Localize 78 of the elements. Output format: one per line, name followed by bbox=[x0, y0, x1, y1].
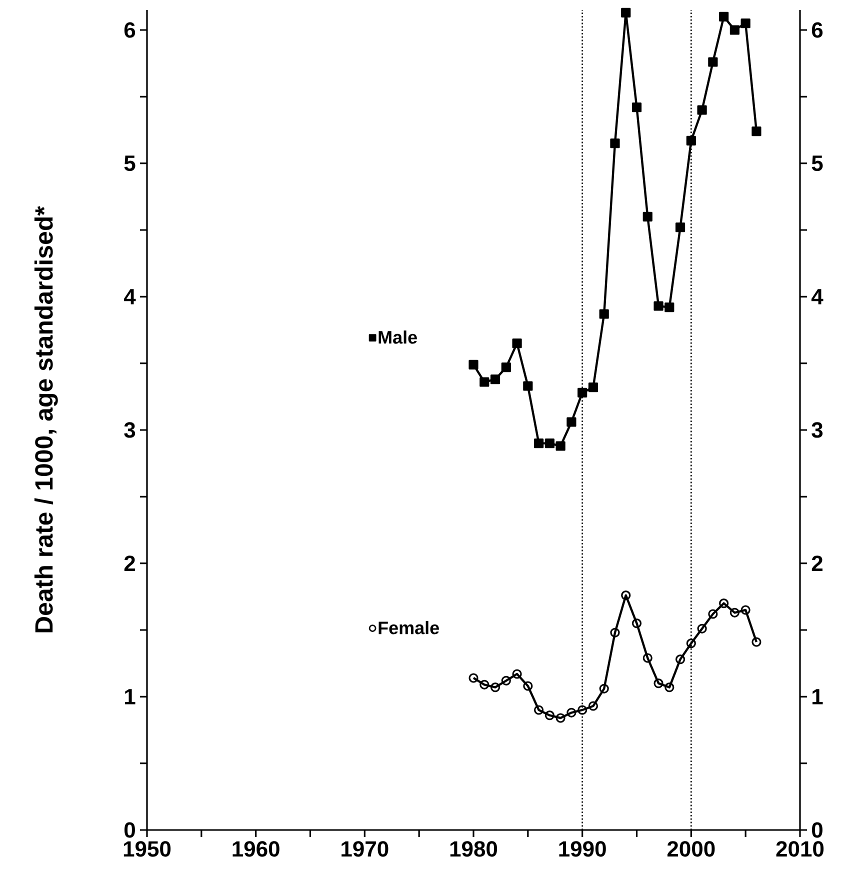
y-tick-label: 4 bbox=[124, 289, 136, 304]
y-tick-label: 0 bbox=[124, 822, 135, 838]
point bbox=[578, 388, 588, 398]
point bbox=[534, 438, 544, 448]
point bbox=[686, 638, 696, 648]
point bbox=[512, 338, 522, 348]
point bbox=[654, 301, 664, 311]
point bbox=[523, 681, 533, 691]
point bbox=[664, 682, 674, 692]
point bbox=[544, 438, 554, 448]
point bbox=[730, 25, 740, 35]
point bbox=[654, 678, 664, 688]
point bbox=[544, 710, 554, 720]
point bbox=[632, 102, 642, 112]
point bbox=[632, 618, 642, 628]
point bbox=[642, 653, 652, 663]
point bbox=[523, 381, 533, 391]
point bbox=[610, 138, 620, 148]
point bbox=[730, 608, 740, 618]
y2-tick-label: 4 bbox=[811, 289, 824, 304]
point bbox=[697, 105, 707, 115]
x-tick-label: 2010 bbox=[776, 841, 824, 857]
point bbox=[480, 377, 490, 387]
x-tick-label: 1950 bbox=[124, 841, 171, 857]
point bbox=[566, 708, 576, 718]
point bbox=[664, 302, 674, 312]
point bbox=[512, 669, 522, 679]
y2-tick-label: 6 bbox=[812, 22, 823, 38]
point bbox=[566, 417, 576, 427]
point bbox=[556, 713, 566, 723]
point bbox=[599, 684, 609, 694]
x-tick-label: 2000 bbox=[667, 841, 715, 857]
y-tick-label: 6 bbox=[124, 22, 136, 38]
legend-label: Male bbox=[378, 330, 417, 344]
point bbox=[588, 382, 598, 392]
point bbox=[556, 441, 566, 451]
point bbox=[588, 701, 598, 711]
point bbox=[490, 682, 500, 692]
x-tick-label: 1970 bbox=[342, 841, 388, 857]
point bbox=[621, 590, 631, 600]
point bbox=[468, 360, 478, 370]
point bbox=[708, 57, 718, 67]
y2-tick-label: 1 bbox=[812, 689, 823, 704]
point bbox=[740, 18, 750, 28]
point bbox=[578, 705, 588, 715]
point bbox=[752, 637, 762, 647]
point bbox=[480, 680, 490, 690]
y2-tick-label: 5 bbox=[812, 156, 823, 172]
x-tick-label: 1960 bbox=[232, 841, 280, 857]
point bbox=[501, 362, 511, 372]
point bbox=[697, 624, 707, 634]
point bbox=[610, 628, 620, 638]
point bbox=[719, 598, 729, 608]
x-tick-label: 1990 bbox=[559, 841, 606, 857]
point bbox=[752, 126, 762, 136]
point bbox=[719, 12, 729, 22]
y2-tick-label: 2 bbox=[812, 556, 822, 572]
y-tick-label: 5 bbox=[124, 156, 136, 172]
point bbox=[621, 8, 631, 18]
y-tick-label: 3 bbox=[124, 422, 136, 438]
y-tick-label: 1 bbox=[125, 689, 136, 704]
point bbox=[501, 676, 511, 686]
point bbox=[708, 609, 718, 619]
point bbox=[642, 212, 652, 222]
point bbox=[490, 374, 500, 384]
y-axis-title: Death rate / 1000, age standardised* bbox=[34, 206, 58, 632]
point bbox=[599, 309, 609, 319]
y-tick-label: 2 bbox=[124, 556, 135, 572]
point bbox=[740, 605, 750, 615]
point bbox=[675, 654, 686, 664]
point bbox=[534, 705, 544, 715]
x-tick-label: 1980 bbox=[450, 841, 498, 857]
point bbox=[686, 136, 696, 146]
point bbox=[675, 222, 686, 232]
legend-label: Female bbox=[378, 621, 439, 634]
y2-tick-label: 3 bbox=[812, 422, 823, 438]
y2-tick-label: 0 bbox=[812, 822, 822, 838]
point bbox=[468, 673, 478, 683]
